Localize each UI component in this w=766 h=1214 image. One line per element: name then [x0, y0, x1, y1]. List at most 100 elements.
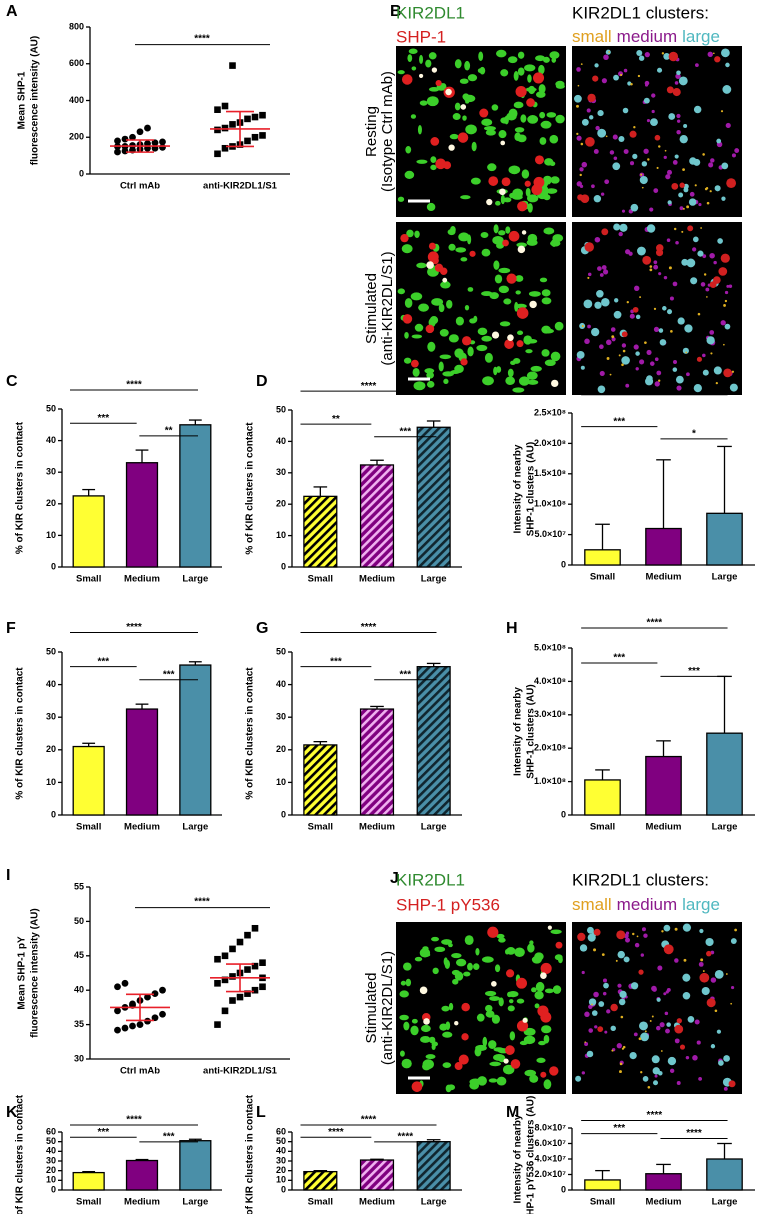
cluster-blob	[584, 1042, 589, 1046]
point	[214, 980, 221, 987]
green-blob	[482, 376, 494, 386]
cluster-blob	[718, 1060, 724, 1066]
red-blob	[549, 1066, 559, 1076]
cluster-blob	[629, 1051, 637, 1060]
cluster-blob	[653, 307, 657, 311]
cluster-blob	[730, 1002, 733, 1005]
cluster-blob	[706, 336, 715, 345]
y-tick-label: 4.0×10⁸	[534, 676, 566, 686]
cluster-blob	[687, 1016, 695, 1023]
green-blob	[507, 56, 518, 64]
cluster-blob	[630, 82, 633, 86]
condition-label: (anti-KIR2DL/S1)	[379, 951, 396, 1065]
cluster-blob	[636, 49, 643, 56]
point	[159, 986, 166, 994]
green-blob	[534, 1003, 540, 1009]
cluster-blob	[588, 998, 597, 1006]
green-blob	[405, 978, 412, 987]
cluster-blob	[708, 162, 714, 168]
red-blob	[505, 1045, 515, 1055]
cluster-blob	[695, 63, 699, 68]
cluster-blob	[632, 932, 635, 936]
cluster-blob	[672, 160, 678, 165]
green-blob	[448, 943, 453, 948]
point	[259, 132, 266, 139]
cluster-blob	[639, 359, 645, 365]
cluster-blob	[665, 1028, 670, 1034]
cluster-blob	[721, 48, 730, 58]
green-blob	[496, 49, 507, 58]
cluster-blob	[699, 928, 704, 934]
cluster-blob	[640, 173, 643, 176]
x-tick-label: Large	[712, 822, 738, 833]
cluster-blob	[577, 932, 586, 942]
cluster-blob	[660, 1050, 663, 1052]
green-blob	[462, 93, 470, 100]
green-blob	[527, 943, 535, 953]
green-blob	[412, 367, 420, 377]
bar	[72, 745, 105, 816]
green-blob	[549, 161, 556, 167]
cluster-blob	[714, 969, 724, 979]
green-blob	[549, 51, 560, 59]
green-blob	[530, 365, 542, 372]
green-blob	[464, 935, 474, 945]
panel-letter: M	[506, 1104, 519, 1121]
green-blob	[512, 357, 521, 364]
green-blob	[531, 987, 537, 993]
green-blob	[414, 323, 424, 332]
red-blob	[517, 201, 528, 212]
cluster-blob	[623, 956, 630, 963]
green-blob	[454, 59, 462, 69]
cluster-blob	[617, 950, 625, 959]
cluster-blob	[731, 370, 735, 373]
white-blob	[491, 331, 500, 339]
green-blob	[520, 114, 527, 123]
white-blob	[460, 104, 467, 110]
point	[221, 952, 229, 960]
green-blob	[481, 956, 494, 963]
y-tick-label: 30	[276, 467, 286, 477]
red-blob	[487, 926, 499, 938]
green-blob	[498, 130, 507, 139]
cluster-blob	[623, 68, 628, 73]
cluster-blob	[698, 961, 704, 967]
x-tick-label: Ctrl mAb	[120, 181, 160, 192]
green-blob	[470, 177, 481, 185]
point	[259, 111, 266, 119]
y-tick-label: 1.5×10⁸	[534, 468, 566, 478]
cluster-blob	[642, 255, 652, 265]
green-blob	[496, 1076, 507, 1086]
cluster-blob	[604, 179, 610, 185]
white-blob	[503, 1058, 509, 1064]
point	[221, 144, 229, 152]
y-tick-label: 30	[276, 712, 286, 722]
cluster-blob	[669, 296, 674, 301]
cluster-blob	[670, 330, 673, 333]
cluster-blob	[638, 1037, 642, 1041]
green-blob	[502, 1064, 515, 1075]
y-tick-label: 50	[46, 646, 56, 656]
green-blob	[541, 349, 550, 357]
y-axis-label: Intensity of nearby	[513, 1114, 524, 1203]
panel-letter: C	[6, 373, 18, 390]
cluster-blob	[652, 1080, 659, 1086]
green-blob	[498, 937, 506, 943]
green-blob	[524, 64, 536, 72]
point	[244, 115, 251, 123]
significance-label: ***	[613, 416, 625, 427]
y-tick-label: 6.0×10⁷	[535, 1138, 567, 1148]
significance-label: ***	[613, 653, 625, 664]
green-blob	[404, 298, 413, 308]
green-blob	[500, 69, 509, 77]
bar	[303, 495, 338, 568]
red-blob	[479, 108, 489, 118]
cluster-blob	[612, 162, 621, 171]
cluster-blob	[576, 132, 579, 135]
green-blob	[442, 1031, 453, 1038]
cluster-blob	[635, 314, 641, 320]
cluster-blob	[696, 356, 702, 362]
channel-label: KIR2DL1	[396, 870, 465, 889]
cluster-blob	[692, 236, 699, 243]
green-blob	[555, 114, 565, 124]
